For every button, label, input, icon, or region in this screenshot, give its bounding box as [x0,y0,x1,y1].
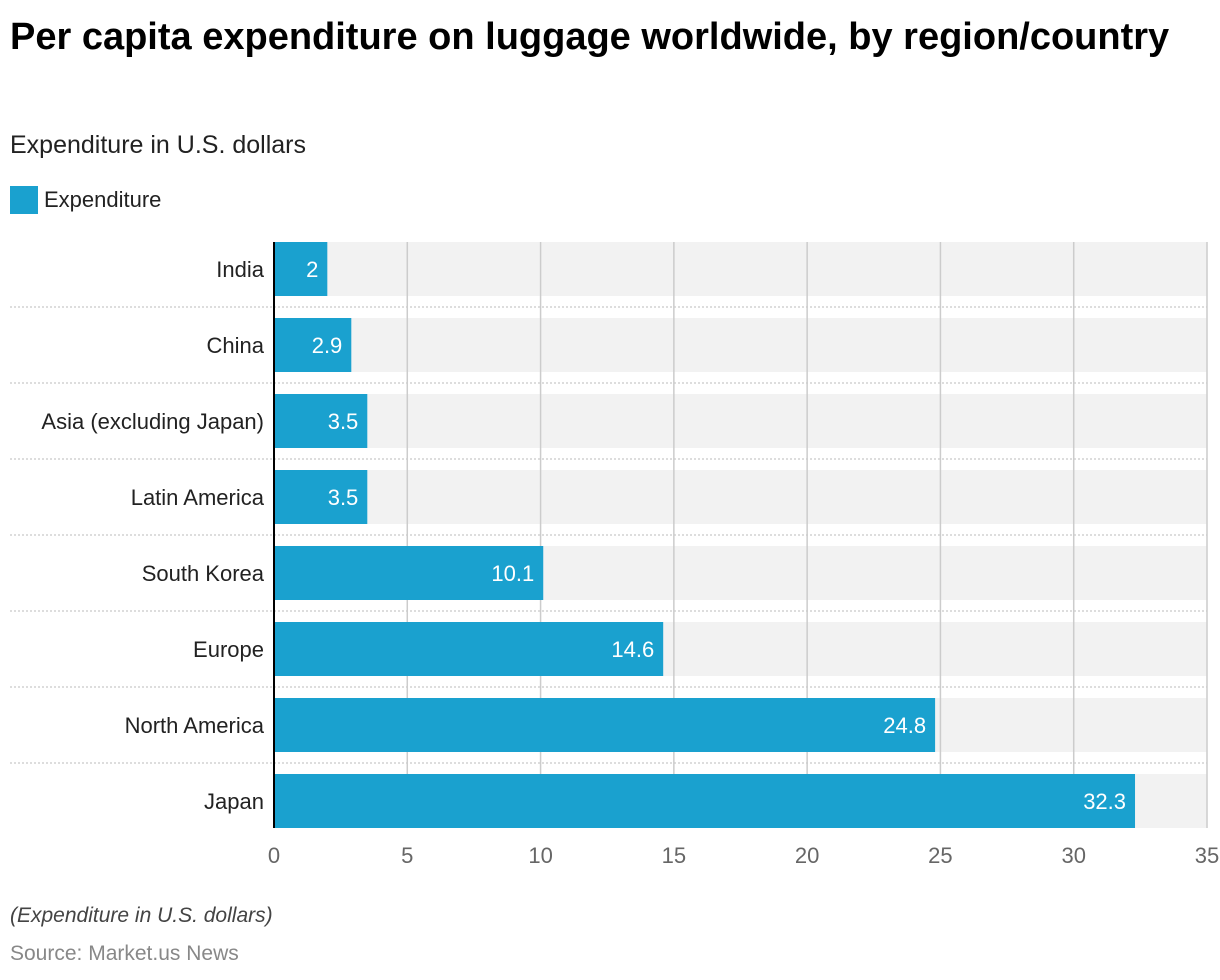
category-label: Asia (excluding Japan) [41,409,264,434]
category-label: North America [125,713,265,738]
legend-label: Expenditure [44,187,162,212]
x-tick-label: 15 [662,843,686,868]
data-label: 3.5 [328,485,359,510]
x-tick-label: 20 [795,843,819,868]
data-label: 24.8 [883,713,926,738]
data-label: 10.1 [491,561,534,586]
footer-note: (Expenditure in U.S. dollars) [10,904,273,927]
category-label: Europe [193,637,264,662]
category-label: China [207,333,265,358]
data-label: 32.3 [1083,789,1126,814]
row-band [274,242,1207,296]
category-label: Japan [204,789,264,814]
bar [274,394,368,448]
bar [274,622,664,676]
x-tick-label: 25 [928,843,952,868]
x-tick-label: 0 [268,843,280,868]
legend: Expenditure [10,186,161,214]
category-label: India [216,257,264,282]
category-label: South Korea [142,561,265,586]
bar [274,698,936,752]
bar [274,242,328,296]
row-band [274,394,1207,448]
source-text: Source: Market.us News [10,942,239,965]
bar [274,318,352,372]
x-tick-label: 35 [1195,843,1219,868]
data-label: 2.9 [312,333,343,358]
data-label: 2 [306,257,318,282]
data-label: 14.6 [611,637,654,662]
category-label: Latin America [131,485,265,510]
chart-subtitle: Expenditure in U.S. dollars [10,131,306,159]
bar [274,774,1136,828]
legend-swatch [10,186,38,214]
data-label: 3.5 [328,409,359,434]
chart-title: Per capita expenditure on luggage worldw… [10,16,1170,58]
x-tick-label: 10 [528,843,552,868]
bar [274,546,544,600]
bar [274,470,368,524]
row-band [274,318,1207,372]
x-tick-label: 5 [401,843,413,868]
x-tick-label: 30 [1061,843,1085,868]
row-band [274,470,1207,524]
